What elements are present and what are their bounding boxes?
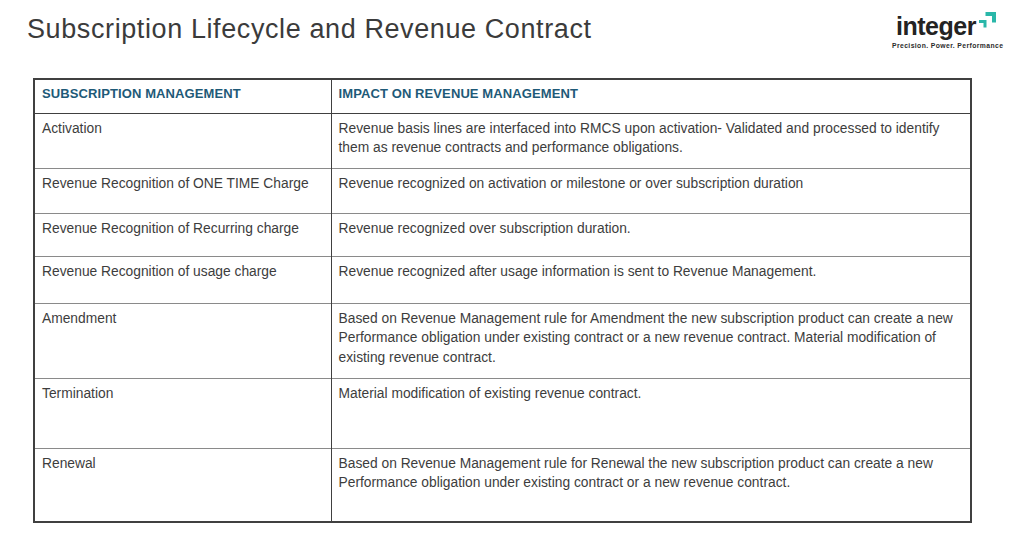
impact-cell: Revenue recognized over subscription dur…: [331, 213, 971, 256]
stage-cell: Amendment: [34, 303, 331, 378]
stage-cell: Renewal: [34, 448, 331, 522]
stage-cell: Revenue Recognition of usage charge: [34, 256, 331, 303]
table-header-row: SUBSCRIPTION MANAGEMENT IMPACT ON REVENU…: [34, 79, 971, 113]
stage-cell: Revenue Recognition of ONE TIME Charge: [34, 168, 331, 213]
table-row-activation: Activation Revenue basis lines are inter…: [34, 113, 971, 168]
double-chevron-up-right-icon: [977, 10, 998, 35]
stage-cell: Termination: [34, 378, 331, 448]
table-row-usage-charge: Revenue Recognition of usage charge Reve…: [34, 256, 971, 303]
table-row-termination: Termination Material modification of exi…: [34, 378, 971, 448]
impact-cell: Based on Revenue Management rule for Ren…: [331, 448, 971, 522]
column-header-impact-revenue-management: IMPACT ON REVENUE MANAGEMENT: [331, 79, 971, 113]
stage-cell: Revenue Recognition of Recurring charge: [34, 213, 331, 256]
table-row-recurring-charge: Revenue Recognition of Recurring charge …: [34, 213, 971, 256]
table-row-amendment: Amendment Based on Revenue Management ru…: [34, 303, 971, 378]
slide: Subscription Lifecycle and Revenue Contr…: [0, 0, 1024, 550]
impact-cell: Based on Revenue Management rule for Ame…: [331, 303, 971, 378]
lifecycle-table: SUBSCRIPTION MANAGEMENT IMPACT ON REVENU…: [33, 78, 972, 523]
brand-tagline: Precision. Power. Performance: [892, 42, 1002, 49]
table-row-renewal: Renewal Based on Revenue Management rule…: [34, 448, 971, 522]
column-header-subscription-management: SUBSCRIPTION MANAGEMENT: [34, 79, 331, 113]
stage-cell: Activation: [34, 113, 331, 168]
impact-cell: Material modification of existing revenu…: [331, 378, 971, 448]
brand-name: integer: [896, 14, 976, 39]
impact-cell: Revenue recognized on activation or mile…: [331, 168, 971, 213]
table-row-one-time-charge: Revenue Recognition of ONE TIME Charge R…: [34, 168, 971, 213]
impact-cell: Revenue basis lines are interfaced into …: [331, 113, 971, 168]
brand-logo: integer Precision. Power. Performance: [892, 10, 1002, 49]
impact-cell: Revenue recognized after usage informati…: [331, 256, 971, 303]
page-title: Subscription Lifecycle and Revenue Contr…: [27, 14, 592, 45]
